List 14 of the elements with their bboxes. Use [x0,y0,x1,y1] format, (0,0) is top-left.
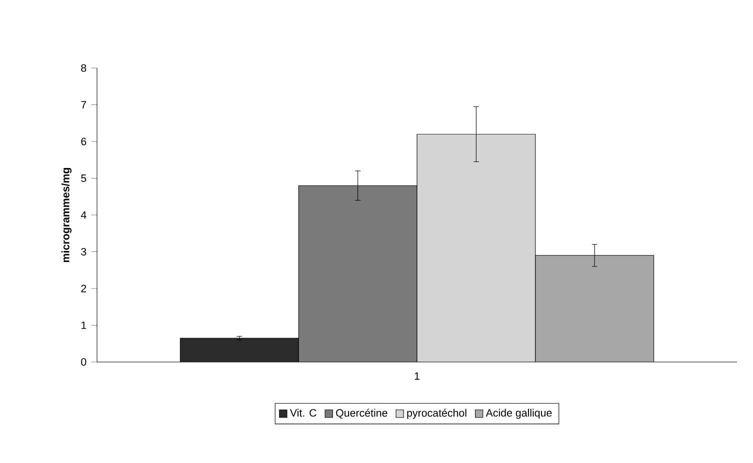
y-tick-label: 0 [81,358,86,366]
y-tick-label: 1 [81,322,86,329]
y-tick-label: 5 [81,174,86,182]
legend-label: pyrocatéchol [407,408,466,419]
y-axis-title: microgrammes/mg [62,168,72,262]
legend-label: Acide gallique [486,408,552,419]
y-tick-label: 8 [81,64,86,72]
legend-label: Quercétine [336,408,388,419]
y-tick-label: 3 [81,248,86,256]
y-tick-label: 6 [81,138,86,146]
y-tick-label: 2 [81,284,86,292]
legend-label: Vit. C [290,408,316,417]
y-tick-label: 7 [81,101,86,108]
y-tick-label: 4 [80,211,86,219]
